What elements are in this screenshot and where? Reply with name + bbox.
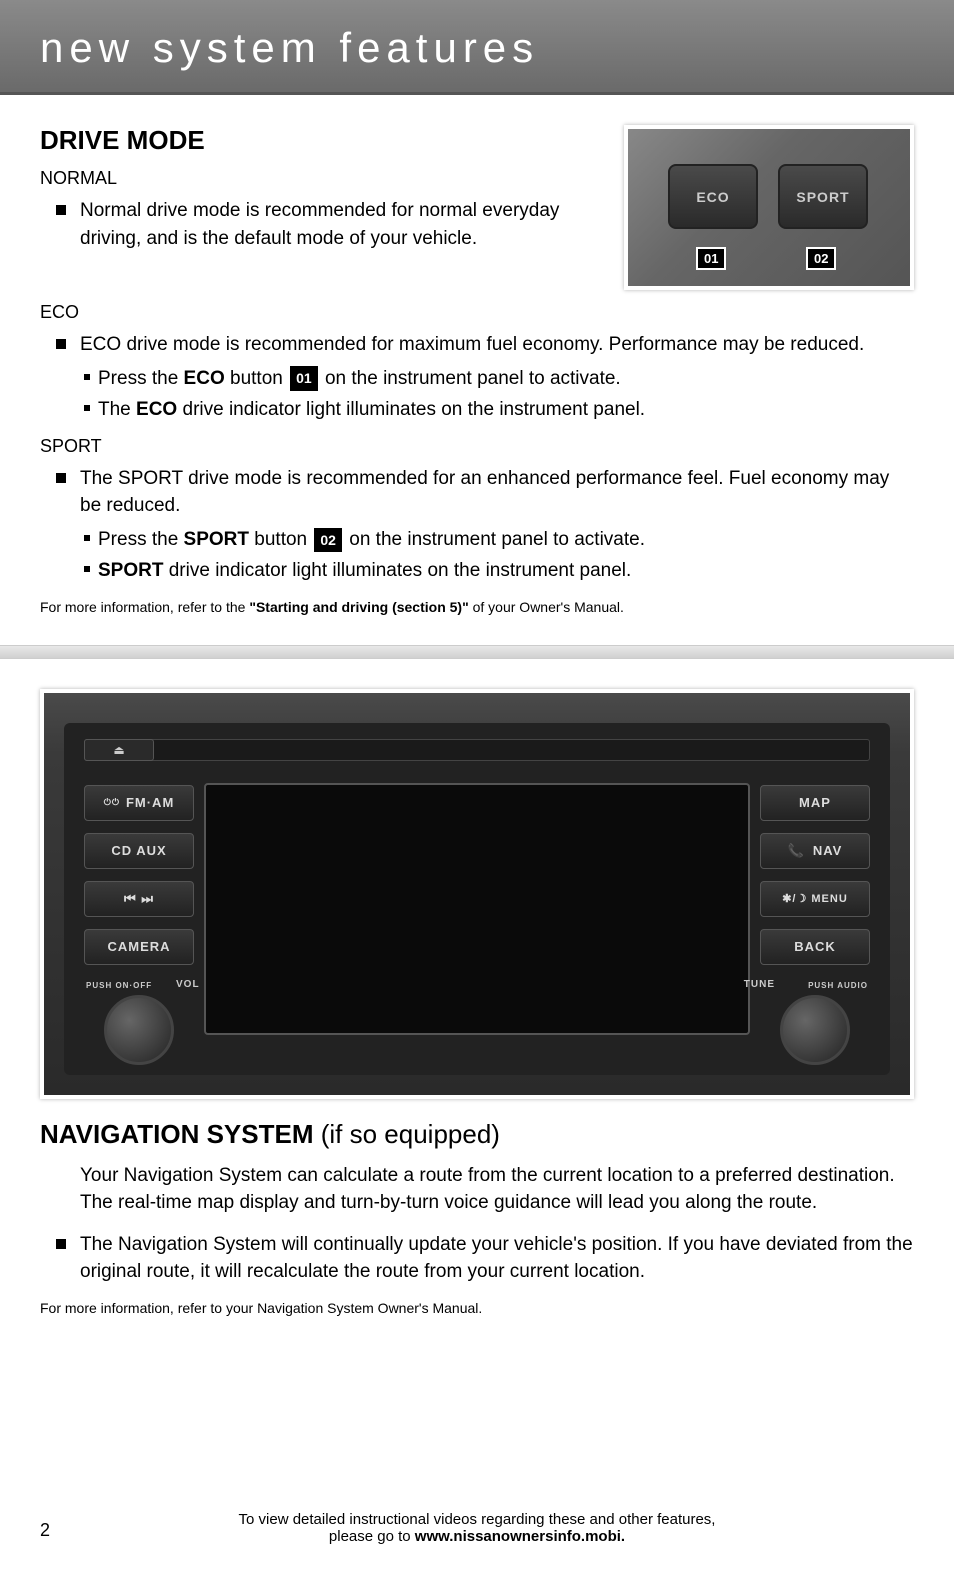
fmam-button: ⏻⏻FM·AM	[84, 785, 194, 821]
sport-sub1-mid: button	[249, 529, 312, 550]
dashboard-photo: ECO SPORT 01 02	[624, 125, 914, 290]
menu-button: ✱/☽ MENU	[760, 881, 870, 917]
sport-sub1-bold: SPORT	[184, 529, 249, 550]
sport-sub1-pre: Press the	[98, 529, 184, 550]
inline-callout-02: 02	[314, 528, 342, 552]
eco-list: ECO drive mode is recommended for maximu…	[40, 331, 914, 424]
eco-sub2-post: drive indicator light illuminates on the…	[177, 399, 645, 420]
normal-label: NORMAL	[40, 168, 604, 189]
eco-sub1-pre: Press the	[98, 368, 184, 389]
nav-button: 📞NAV	[760, 833, 870, 869]
sport-sub2-post: drive indicator light illuminates on the…	[163, 560, 631, 581]
sport-bullet-text: The SPORT drive mode is recommended for …	[80, 468, 889, 517]
drive-mode-top-row: DRIVE MODE NORMAL Normal drive mode is r…	[40, 125, 914, 290]
drive-mode-text: DRIVE MODE NORMAL Normal drive mode is r…	[40, 125, 604, 290]
back-button: BACK	[760, 929, 870, 965]
vol-label-left: PUSH ON·OFF	[86, 981, 152, 990]
cd-aux-button: CD AUX	[84, 833, 194, 869]
eco-label: ECO	[40, 302, 914, 323]
volume-knob	[104, 995, 174, 1065]
footer-line2-pre: please go to	[329, 1528, 415, 1545]
normal-list: Normal drive mode is recommended for nor…	[40, 197, 604, 252]
page-title: new system features	[40, 24, 914, 72]
section-divider	[0, 645, 954, 659]
eco-sub1-post: on the instrument panel to activate.	[320, 368, 621, 389]
eco-sublist: Press the ECO button 01 on the instrumen…	[80, 365, 914, 424]
fmam-label: FM·AM	[126, 795, 174, 810]
nav-title-suffix: (if so equipped)	[321, 1119, 500, 1149]
nav-bullet: The Navigation System will continually u…	[80, 1231, 914, 1286]
vol-label-right: VOL	[176, 979, 200, 990]
navigation-unit-photo: ⏏ ⏻⏻FM·AM CD AUX ⏮ ⏭ CAMERA MAP 📞NAV ✱/☽…	[40, 689, 914, 1099]
eco-sub1-bold: ECO	[184, 368, 225, 389]
dm-footnote-pre: For more information, refer to the	[40, 599, 249, 615]
eco-bullet-text: ECO drive mode is recommended for maximu…	[80, 334, 864, 355]
eco-bullet: ECO drive mode is recommended for maximu…	[80, 331, 914, 424]
nav-btn-label: NAV	[813, 843, 842, 858]
nav-cd-slot	[84, 739, 870, 761]
skip-button: ⏮ ⏭	[84, 881, 194, 917]
nav-heading: NAVIGATION SYSTEM (if so equipped)	[40, 1119, 914, 1150]
eco-sub1-mid: button	[225, 368, 288, 389]
sport-sub2: SPORT drive indicator light illuminates …	[98, 557, 914, 585]
sport-sub1-post: on the instrument panel to activate.	[344, 529, 645, 550]
callout-01: 01	[696, 247, 726, 270]
header-band: new system features	[0, 0, 954, 95]
content-area: DRIVE MODE NORMAL Normal drive mode is r…	[0, 95, 954, 1336]
footer-line2-bold: www.nissanownersinfo.mobi.	[415, 1528, 625, 1545]
eco-sub1: Press the ECO button 01 on the instrumen…	[98, 365, 914, 393]
sport-list: The SPORT drive mode is recommended for …	[40, 465, 914, 585]
page: new system features DRIVE MODE NORMAL No…	[0, 0, 954, 1575]
drive-mode-heading: DRIVE MODE	[40, 125, 604, 156]
footer-line2: please go to www.nissanownersinfo.mobi.	[0, 1528, 954, 1545]
nav-screen	[204, 783, 750, 1035]
nav-footnote: For more information, refer to your Navi…	[40, 1300, 914, 1316]
sport-sub1: Press the SPORT button 02 on the instrum…	[98, 526, 914, 554]
footer-line1: To view detailed instructional videos re…	[0, 1511, 954, 1528]
eject-button: ⏏	[84, 739, 154, 761]
dm-footnote-post: of your Owner's Manual.	[469, 599, 624, 615]
sport-sub2-bold: SPORT	[98, 560, 163, 581]
drive-mode-footnote: For more information, refer to the "Star…	[40, 599, 914, 615]
nav-list: The Navigation System will continually u…	[40, 1231, 914, 1286]
nav-title-main: NAVIGATION SYSTEM	[40, 1119, 321, 1149]
camera-button: CAMERA	[84, 929, 194, 965]
eco-dash-button: ECO	[668, 164, 758, 229]
tune-label-left: TUNE	[744, 979, 775, 990]
tune-knob	[780, 995, 850, 1065]
sport-bullet: The SPORT drive mode is recommended for …	[80, 465, 914, 585]
eco-sub2: The ECO drive indicator light illuminate…	[98, 396, 914, 424]
nav-intro: Your Navigation System can calculate a r…	[40, 1162, 914, 1217]
map-button: MAP	[760, 785, 870, 821]
eco-sub2-bold: ECO	[136, 399, 177, 420]
page-footer: To view detailed instructional videos re…	[0, 1511, 954, 1545]
normal-bullet: Normal drive mode is recommended for nor…	[80, 197, 604, 252]
sport-label: SPORT	[40, 436, 914, 457]
inline-callout-01: 01	[290, 366, 318, 390]
sport-dash-button: SPORT	[778, 164, 868, 229]
dm-footnote-bold: "Starting and driving (section 5)"	[249, 599, 468, 615]
tune-label-right: PUSH AUDIO	[808, 981, 868, 990]
sport-sublist: Press the SPORT button 02 on the instrum…	[80, 526, 914, 585]
eco-sub2-pre: The	[98, 399, 136, 420]
callout-02: 02	[806, 247, 836, 270]
